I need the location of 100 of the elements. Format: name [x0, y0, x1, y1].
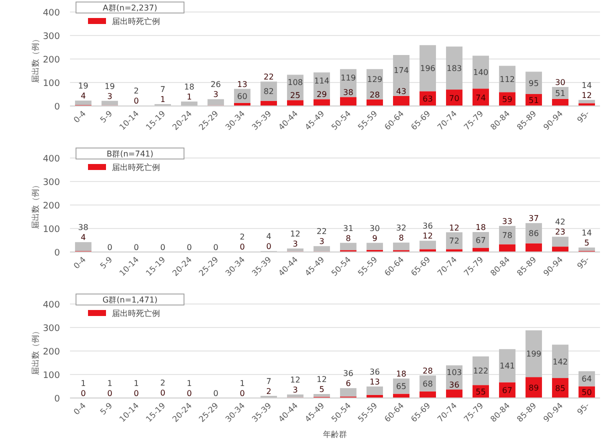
- data-label: 68: [422, 379, 433, 388]
- data-label: 18: [184, 82, 194, 92]
- data-label: 1: [186, 92, 192, 102]
- data-label: 140: [473, 68, 488, 78]
- x-tick-label: 0-4: [72, 401, 88, 417]
- data-label: 0: [213, 389, 218, 398]
- data-label: 55: [476, 388, 486, 397]
- data-label: 38: [343, 88, 354, 98]
- data-label: 67: [476, 236, 486, 245]
- data-label: 74: [476, 93, 486, 102]
- y-tick-label: 100: [42, 371, 60, 381]
- data-label: 86: [528, 229, 539, 238]
- data-label: 18: [396, 369, 406, 378]
- data-label: 0: [134, 96, 139, 106]
- x-tick-label: 0-4: [72, 109, 88, 125]
- data-label: 19: [104, 82, 115, 91]
- data-label: 33: [502, 216, 512, 226]
- data-label: 25: [290, 91, 300, 100]
- y-tick-label: 100: [42, 79, 60, 89]
- x-tick-label: 5-9: [98, 109, 114, 125]
- data-label: 19: [78, 82, 88, 91]
- y-tick-label: 200: [42, 56, 60, 66]
- y-tick-label: 0: [54, 394, 60, 404]
- y-tick-label: 400: [42, 300, 60, 310]
- data-label: 85: [555, 384, 566, 394]
- data-label: 30: [555, 78, 566, 87]
- y-tick-label: 300: [42, 324, 60, 334]
- data-label: 0: [266, 242, 272, 252]
- data-label: 51: [555, 88, 566, 98]
- data-label: 89: [528, 384, 539, 393]
- data-label: 59: [502, 95, 512, 104]
- data-label: 4: [266, 232, 272, 242]
- chart-title: G群(n=1,471): [102, 296, 158, 304]
- x-tick-label: 5-9: [98, 255, 114, 271]
- data-label: 174: [394, 66, 409, 75]
- data-label: 22: [316, 227, 327, 236]
- data-label: 42: [555, 218, 566, 227]
- data-label: 129: [367, 74, 382, 84]
- data-label: 63: [422, 94, 433, 104]
- x-tick-label: 5-9: [98, 401, 114, 417]
- data-label: 142: [552, 357, 568, 366]
- data-label: 196: [420, 64, 436, 74]
- data-label: 12: [290, 229, 300, 238]
- data-label: 78: [502, 231, 512, 240]
- y-tick-label: 200: [42, 202, 60, 212]
- data-label: 103: [446, 368, 462, 377]
- y-tick-label: 400: [42, 154, 60, 164]
- data-label: 12: [316, 375, 327, 384]
- chart-title: A群(n=2,237): [102, 4, 158, 12]
- chart-title: B群(n=741): [106, 150, 154, 158]
- y-tick-label: 100: [42, 225, 60, 235]
- data-label: 0: [240, 242, 245, 252]
- data-label: 0: [107, 388, 112, 398]
- data-label: 0: [160, 388, 166, 398]
- data-label: 1: [134, 378, 139, 388]
- data-label: 14: [582, 80, 592, 90]
- data-label: 0: [186, 388, 192, 398]
- data-label: 22: [264, 72, 274, 82]
- data-label: 112: [500, 74, 515, 84]
- data-label: 14: [582, 228, 592, 238]
- data-label: 0: [186, 243, 192, 252]
- x-axis-title: 年齢群: [323, 430, 347, 439]
- data-label: 12: [422, 232, 433, 241]
- data-label: 1: [160, 95, 166, 104]
- y-axis-title: 届出数（例）: [31, 181, 40, 229]
- x-tick-label: 95-: [576, 254, 592, 271]
- data-label: 37: [528, 214, 539, 224]
- y-tick-label: 300: [42, 178, 60, 188]
- data-label: 3: [292, 385, 298, 394]
- y-tick-label: 300: [42, 32, 60, 42]
- data-label: 0: [107, 243, 112, 252]
- data-label: 31: [343, 224, 354, 233]
- data-label: 7: [160, 85, 166, 94]
- y-tick-label: 0: [54, 102, 60, 112]
- data-label: 8: [398, 234, 404, 243]
- data-label: 4: [80, 233, 86, 242]
- y-axis-title: 届出数（例）: [31, 327, 40, 375]
- y-tick-label: 0: [54, 248, 60, 258]
- data-label: 0: [134, 388, 139, 398]
- data-label: 13: [237, 80, 248, 89]
- data-label: 114: [314, 76, 330, 86]
- data-label: 38: [78, 223, 88, 232]
- data-label: 6: [346, 379, 351, 388]
- data-label: 0: [213, 243, 218, 252]
- data-label: 122: [473, 366, 488, 376]
- legend-label: 届出時死亡例: [112, 163, 160, 172]
- data-label: 70: [449, 94, 460, 103]
- data-label: 8: [346, 234, 351, 243]
- data-label: 28: [370, 90, 380, 100]
- data-label: 30: [370, 224, 380, 233]
- data-label: 5: [584, 238, 590, 248]
- data-label: 51: [528, 96, 539, 106]
- data-label: 141: [500, 362, 515, 371]
- data-label: 64: [582, 374, 592, 384]
- data-label: 5: [319, 385, 324, 394]
- data-label: 43: [396, 86, 406, 96]
- data-label: 12: [290, 375, 300, 384]
- data-label: 13: [370, 377, 380, 386]
- data-label: 3: [319, 237, 324, 246]
- data-label: 0: [80, 388, 86, 398]
